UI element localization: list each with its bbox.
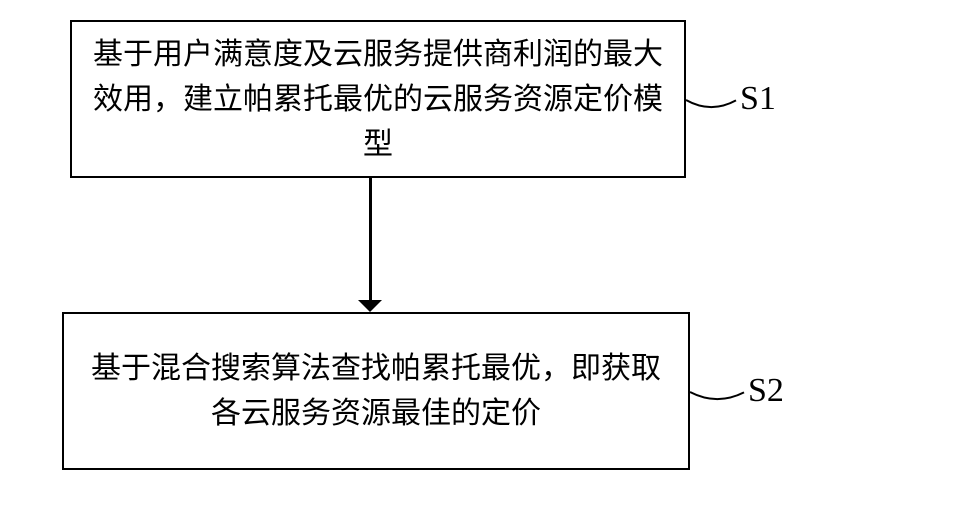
node-s1-label: S1 <box>740 80 776 118</box>
node-s2-text: 基于混合搜索算法查找帕累托最优，即获取各云服务资源最佳的定价 <box>78 346 674 436</box>
label-connector-s2 <box>690 372 748 412</box>
flow-node-s1: 基于用户满意度及云服务提供商利润的最大效用，建立帕累托最优的云服务资源定价模型 <box>70 20 686 178</box>
label-connector-s1 <box>686 80 740 120</box>
node-s1-text: 基于用户满意度及云服务提供商利润的最大效用，建立帕累托最优的云服务资源定价模型 <box>86 32 670 167</box>
node-s2-label: S2 <box>748 372 784 410</box>
flowchart-canvas: 基于用户满意度及云服务提供商利润的最大效用，建立帕累托最优的云服务资源定价模型 … <box>0 0 966 512</box>
flow-arrow-head <box>358 300 382 312</box>
flow-arrow <box>369 178 372 300</box>
flow-node-s2: 基于混合搜索算法查找帕累托最优，即获取各云服务资源最佳的定价 <box>62 312 690 470</box>
